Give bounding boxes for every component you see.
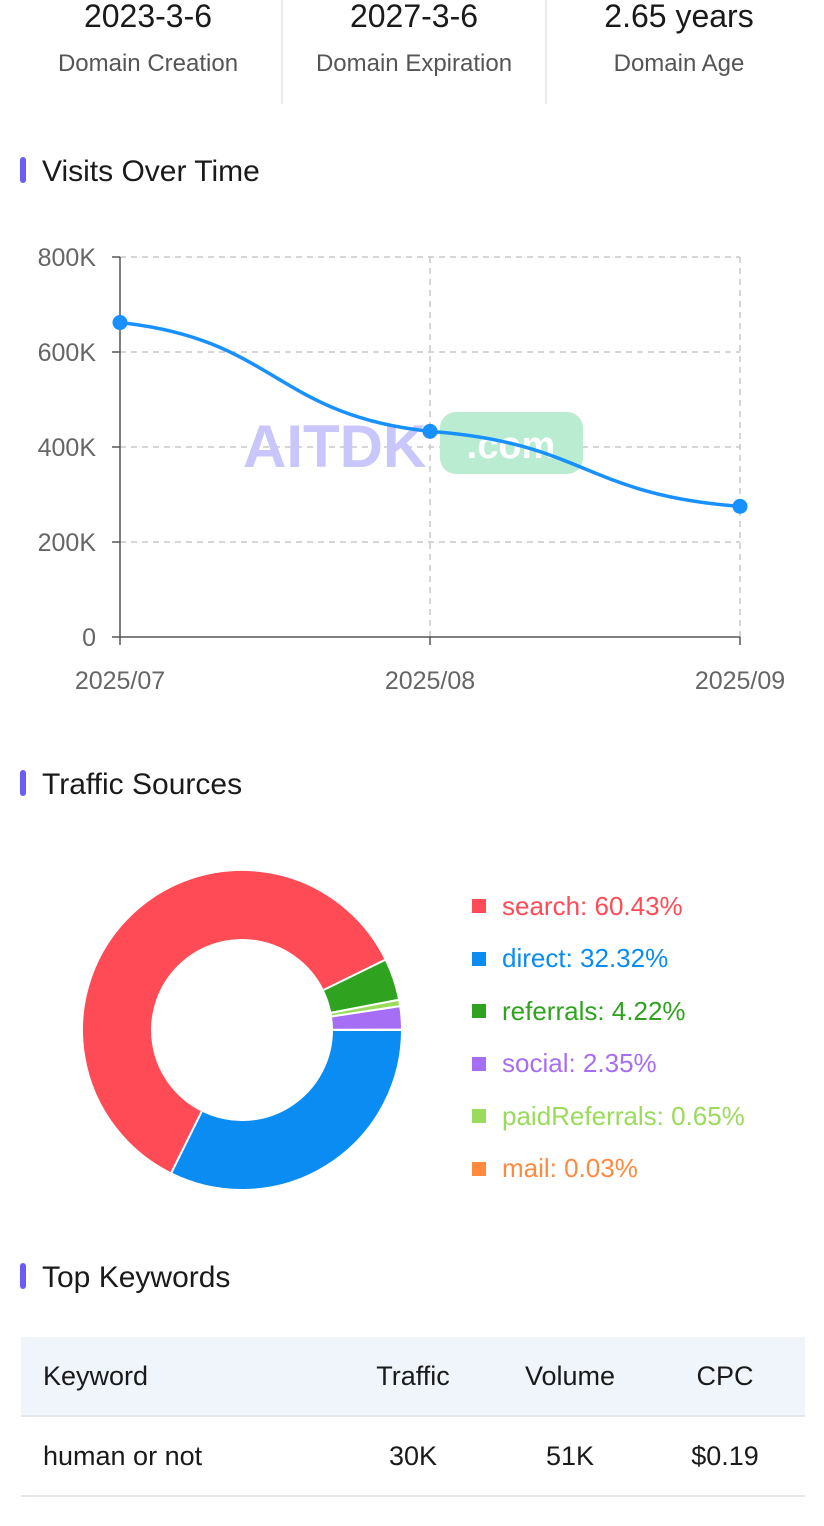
header-keyword[interactable]: Keyword bbox=[43, 1360, 149, 1391]
legend-label: social: 2.35% bbox=[502, 1048, 657, 1079]
stat-value: 2027-3-6 bbox=[349, 0, 479, 34]
stat-value: 2.65 years bbox=[604, 0, 754, 34]
cell-traffic: 30K bbox=[388, 1440, 438, 1471]
x-tick-label: 2025/08 bbox=[385, 667, 475, 695]
data-point bbox=[732, 498, 748, 514]
watermark-text: AITDK bbox=[243, 413, 426, 480]
stat-label: Domain Creation bbox=[57, 50, 239, 77]
domain-stats: 2023-3-6 Domain Creation 2027-3-6 Domain… bbox=[0, 0, 824, 104]
pie-slice-direct[interactable] bbox=[169, 1029, 404, 1191]
y-tick-label: 400K bbox=[38, 434, 97, 462]
table-row[interactable]: human or not 30K 51K $0.19 bbox=[21, 1417, 805, 1497]
stat-domain-expiration: 2027-3-6 Domain Expiration bbox=[283, 0, 545, 84]
cell-cpc: $0.19 bbox=[691, 1440, 759, 1471]
legend-item-mail[interactable]: mail: 0.03% bbox=[472, 1143, 745, 1196]
y-tick-label: 200K bbox=[38, 529, 97, 557]
header-traffic[interactable]: Traffic bbox=[376, 1360, 450, 1391]
legend-label: search: 60.43% bbox=[502, 890, 683, 921]
legend-item-referrals[interactable]: referrals: 4.22% bbox=[472, 985, 745, 1038]
legend-item-search[interactable]: search: 60.43% bbox=[472, 880, 745, 933]
legend-swatch bbox=[472, 1004, 486, 1019]
pie-slice-search[interactable] bbox=[80, 868, 388, 1175]
cell-volume: 51K bbox=[545, 1440, 595, 1471]
section-title-text: Traffic Sources bbox=[42, 768, 243, 801]
legend-swatch bbox=[472, 1161, 486, 1176]
keywords-section-title: Top Keywords bbox=[20, 1258, 230, 1298]
legend-swatch bbox=[472, 899, 486, 914]
y-tick-label: 0 bbox=[82, 624, 96, 652]
watermark-badge-text: .com bbox=[467, 425, 556, 467]
legend-swatch bbox=[472, 1109, 486, 1124]
section-title-text: Top Keywords bbox=[42, 1261, 231, 1294]
legend-label: paidReferrals: 0.65% bbox=[502, 1100, 745, 1131]
divider bbox=[281, 0, 283, 104]
section-accent-bar bbox=[20, 1263, 26, 1290]
table-header: Keyword Traffic Volume CPC bbox=[21, 1337, 805, 1417]
keywords-table: Keyword Traffic Volume CPC human or not … bbox=[21, 1337, 805, 1497]
legend-swatch bbox=[472, 951, 486, 966]
stat-domain-age: 2.65 years Domain Age bbox=[548, 0, 810, 84]
stat-label: Domain Expiration bbox=[315, 50, 513, 77]
stat-value: 2023-3-6 bbox=[83, 0, 213, 34]
section-accent-bar bbox=[20, 770, 26, 797]
legend-swatch bbox=[472, 1056, 486, 1071]
legend-item-social[interactable]: social: 2.35% bbox=[472, 1038, 745, 1091]
y-tick-label: 600K bbox=[38, 339, 97, 367]
header-volume[interactable]: Volume bbox=[524, 1360, 616, 1391]
visits-line-chart[interactable]: 0 200K 400K 600K 800K 2025/07 2025/08 2025/09 AI… bbox=[0, 0, 824, 720]
x-tick-label: 2025/07 bbox=[75, 667, 165, 695]
legend-label: direct: 32.32% bbox=[502, 943, 669, 974]
traffic-section-title: Traffic Sources bbox=[20, 765, 242, 805]
data-point bbox=[112, 315, 128, 331]
divider bbox=[545, 0, 547, 104]
section-accent-bar bbox=[20, 157, 26, 184]
legend-label: mail: 0.03% bbox=[502, 1153, 638, 1184]
data-point bbox=[422, 423, 438, 439]
stat-domain-creation: 2023-3-6 Domain Creation bbox=[17, 0, 279, 84]
legend-item-direct[interactable]: direct: 32.32% bbox=[472, 933, 745, 986]
section-title-text: Visits Over Time bbox=[42, 155, 260, 188]
cell-keyword: human or not bbox=[43, 1440, 203, 1471]
legend-label: referrals: 4.22% bbox=[502, 995, 686, 1026]
traffic-donut-chart[interactable] bbox=[0, 0, 824, 1220]
stat-label: Domain Age bbox=[613, 50, 745, 77]
x-tick-label: 2025/09 bbox=[695, 667, 785, 695]
y-tick-label: 800K bbox=[38, 244, 97, 272]
traffic-legend: search: 60.43% direct: 32.32% referrals: 4… bbox=[472, 880, 745, 1195]
visits-section-title: Visits Over Time bbox=[20, 152, 260, 192]
legend-item-paidReferrals[interactable]: paidReferrals: 0.65% bbox=[472, 1090, 745, 1143]
header-cpc[interactable]: CPC bbox=[696, 1360, 754, 1391]
